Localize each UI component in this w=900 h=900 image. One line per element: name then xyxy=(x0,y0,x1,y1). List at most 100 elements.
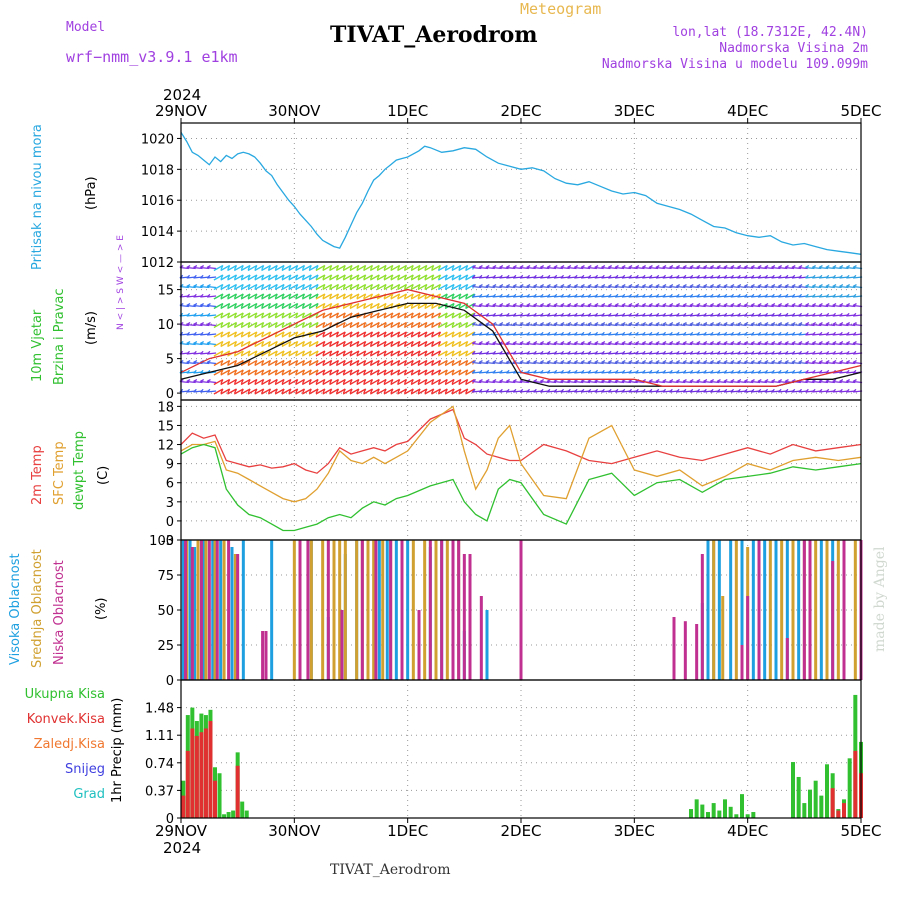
bar-mid_cloud xyxy=(411,540,415,680)
wind-arrow xyxy=(451,321,462,329)
wind-arrow xyxy=(798,360,808,365)
bar-low_cloud xyxy=(264,631,268,680)
wind-arrow xyxy=(444,283,455,291)
wind-arrow xyxy=(750,341,761,346)
bar-mid_cloud xyxy=(213,540,217,680)
wind-arrow xyxy=(777,284,788,289)
wind-arrow xyxy=(383,340,394,348)
wind-arrow xyxy=(648,265,659,270)
bar-conv_precip xyxy=(199,732,204,818)
wind-arrow xyxy=(451,369,462,376)
wind-arrow xyxy=(825,265,835,270)
wind-arrow xyxy=(369,274,380,281)
wind-arrow xyxy=(655,322,665,327)
wind-arrow xyxy=(417,331,428,338)
wind-arrow xyxy=(240,283,251,291)
wind-arrow xyxy=(247,388,258,395)
wind-arrow xyxy=(356,369,367,376)
wind-arrow xyxy=(791,341,801,346)
wind-arrow xyxy=(363,350,374,357)
wind-arrow xyxy=(335,359,346,367)
wind-arrow xyxy=(703,303,713,308)
wind-arrow xyxy=(669,341,679,346)
bar-low_cloud xyxy=(417,610,421,680)
wind-arrow xyxy=(363,302,374,310)
wind-arrow xyxy=(519,303,529,308)
wind-arrow xyxy=(437,378,448,386)
wind-arrow xyxy=(485,284,495,289)
wind-arrow xyxy=(519,360,529,365)
wind-arrow xyxy=(444,378,455,386)
wind-arrow xyxy=(247,312,258,319)
wind-arrow xyxy=(383,274,394,281)
wind-arrow xyxy=(254,378,265,386)
wind-arrow xyxy=(648,341,659,346)
wind-arrow xyxy=(349,264,360,272)
wind-arrow xyxy=(764,303,774,308)
wind-arrow xyxy=(193,322,203,327)
wind-arrow xyxy=(281,378,292,386)
wind-arrow xyxy=(356,302,367,310)
wind-arrow xyxy=(737,265,747,270)
wind-arrow xyxy=(458,312,469,319)
wind-arrow xyxy=(832,303,842,308)
wind-arrow xyxy=(376,331,387,338)
bar-high_cloud xyxy=(751,540,755,680)
wind-arrow xyxy=(594,360,604,365)
bar-conv_precip xyxy=(208,721,213,818)
wind-arrow xyxy=(233,350,244,357)
wind-arrow xyxy=(669,303,679,308)
wind-arrow xyxy=(383,312,394,319)
y-tick-label: 0.37 xyxy=(145,784,174,799)
wind-arrow xyxy=(247,369,258,376)
wind-arrow xyxy=(560,303,570,308)
wind-arrow xyxy=(771,303,781,308)
wind-arrow xyxy=(458,331,469,338)
bar-mid_cloud xyxy=(233,554,237,680)
bar-total_precip xyxy=(802,803,807,818)
wind-arrow xyxy=(696,284,706,289)
wind-arrow xyxy=(227,331,238,338)
bar-conv_precip xyxy=(181,795,186,818)
wind-arrow xyxy=(703,322,713,327)
wind-arrow xyxy=(526,341,536,346)
wind-arrow xyxy=(621,360,631,365)
wind-arrow xyxy=(315,302,326,310)
x-tick-label-top: 4DEC xyxy=(727,102,768,120)
series-line-pressure xyxy=(180,131,862,255)
wind-arrow xyxy=(594,341,604,346)
wind-arrow xyxy=(635,265,645,270)
wind-arrow xyxy=(390,321,401,329)
wind-arrow xyxy=(512,284,523,289)
wind-arrow xyxy=(791,284,801,289)
bar-low_cloud xyxy=(740,645,744,680)
wind-arrow xyxy=(315,378,326,386)
wind-arrow xyxy=(308,302,319,310)
wind-arrow xyxy=(397,312,408,319)
bar-total_precip xyxy=(847,758,852,818)
bar-conv_precip xyxy=(842,803,846,818)
x-tick-label-bottom: 30NOV xyxy=(268,822,321,840)
wind-arrow xyxy=(567,322,577,327)
wind-arrow xyxy=(791,322,801,327)
wind-arrow xyxy=(390,312,401,319)
wind-arrow xyxy=(199,341,210,346)
bar-total_precip xyxy=(745,814,750,818)
wind-arrow xyxy=(580,322,591,327)
wind-arrow xyxy=(451,378,462,386)
wind-arrow xyxy=(641,284,652,289)
wind-arrow xyxy=(451,388,462,395)
wind-arrow xyxy=(845,303,856,308)
bar-total_precip xyxy=(711,803,716,818)
wind-arrow xyxy=(417,264,428,272)
wind-arrow xyxy=(485,303,495,308)
wind-arrow xyxy=(383,264,394,272)
wind-arrow xyxy=(485,360,495,365)
wind-arrow xyxy=(818,341,829,346)
wind-arrow xyxy=(832,379,842,384)
wind-arrow xyxy=(376,369,387,376)
wind-arrow xyxy=(444,331,455,338)
wind-arrow xyxy=(743,265,754,270)
wind-arrow xyxy=(301,283,312,291)
wind-arrow xyxy=(417,388,428,395)
